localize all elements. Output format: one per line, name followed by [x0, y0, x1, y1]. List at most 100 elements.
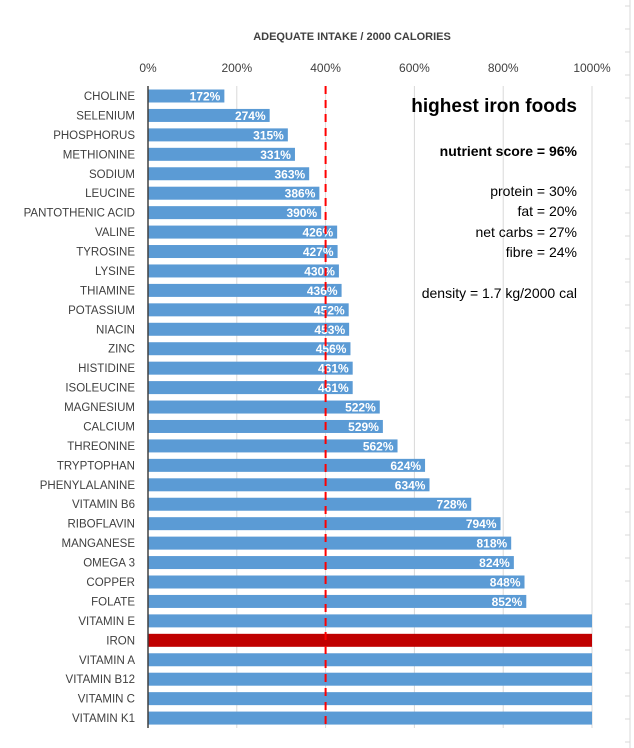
data-label: 453% [314, 323, 345, 337]
category-label: LEUCINE [85, 188, 135, 200]
bar-copper [148, 575, 525, 589]
bar-phosphorus [148, 128, 288, 142]
bar-valine [148, 225, 338, 239]
bar-tryptophan [148, 458, 426, 472]
x-tick-label: 600% [399, 61, 430, 75]
data-label: 456% [316, 342, 347, 356]
data-label: 529% [348, 420, 379, 434]
category-label: OMEGA 3 [83, 558, 135, 570]
category-label: TYROSINE [76, 247, 135, 259]
data-label: 794% [466, 517, 497, 531]
bar-choline [148, 89, 225, 103]
bar-potassium [148, 303, 349, 317]
category-label: SODIUM [89, 169, 135, 181]
bar-lysine [148, 264, 339, 278]
data-label: 427% [303, 245, 334, 259]
bar-isoleucine [148, 381, 353, 395]
x-tick-label: 1000% [573, 61, 611, 75]
bar-vitamin-b6 [148, 497, 472, 511]
category-label: POTASSIUM [68, 305, 135, 317]
category-label: PHOSPHORUS [53, 130, 135, 142]
data-label: 430% [304, 264, 335, 278]
x-tick-label: 200% [221, 61, 252, 75]
category-label: FOLATE [91, 596, 135, 608]
x-tick-label: 800% [488, 61, 519, 75]
data-label: 436% [307, 284, 338, 298]
data-label: 172% [190, 90, 221, 104]
category-label: MAGNESIUM [64, 402, 135, 414]
bar-vitamin-b12 [148, 672, 592, 686]
bar-leucine [148, 186, 320, 200]
category-label: TRYPTOPHAN [57, 460, 135, 472]
bar-selenium [148, 108, 270, 122]
data-label: 426% [302, 226, 333, 240]
data-label: 315% [253, 128, 284, 142]
category-label: CHOLINE [84, 91, 135, 103]
category-label: NIACIN [96, 324, 135, 336]
data-label: 274% [235, 109, 266, 123]
data-label: 562% [363, 439, 394, 453]
annotation-score: nutrient score = 96% [439, 143, 577, 159]
annotation-carbs: net carbs = 27% [475, 224, 577, 240]
category-label: ZINC [108, 344, 135, 356]
bar-zinc [148, 342, 351, 356]
bar-vitamin-e [148, 614, 592, 628]
category-label: LYSINE [95, 266, 135, 278]
bar-magnesium [148, 400, 380, 414]
annotation-fat: fat = 20% [517, 203, 577, 219]
bar-sodium [148, 167, 310, 181]
data-label: 624% [390, 459, 421, 473]
bar-iron [148, 633, 592, 647]
category-label: CALCIUM [83, 421, 135, 433]
category-label: PHENYLALANINE [40, 480, 136, 492]
category-label: IRON [106, 635, 135, 647]
data-label: 848% [490, 576, 521, 590]
category-label: ISOLEUCINE [65, 383, 135, 395]
data-label: 522% [345, 401, 376, 415]
data-label: 818% [476, 537, 507, 551]
category-label: VITAMIN B6 [72, 499, 135, 511]
data-label: 461% [318, 381, 349, 395]
data-label: 461% [318, 362, 349, 376]
category-label: RIBOFLAVIN [67, 519, 135, 531]
category-label: METHIONINE [63, 149, 136, 161]
bar-vitamin-c [148, 692, 592, 706]
category-label: MANGANESE [62, 538, 136, 550]
bar-vitamin-a [148, 653, 592, 667]
data-label: 390% [286, 206, 317, 220]
data-label: 386% [285, 187, 316, 201]
category-label: VALINE [95, 227, 135, 239]
category-label: SELENIUM [76, 110, 135, 122]
category-label: PANTOTHENIC ACID [24, 208, 135, 220]
bar-niacin [148, 322, 350, 336]
bar-phenylalanine [148, 478, 430, 492]
bar-thiamine [148, 283, 342, 297]
category-label: VITAMIN K1 [72, 713, 135, 725]
data-label: 728% [437, 498, 468, 512]
annotation-heading: highest iron foods [411, 96, 577, 117]
bar-calcium [148, 419, 383, 433]
bar-riboflavin [148, 517, 501, 531]
category-label: VITAMIN B12 [66, 674, 135, 686]
category-label: VITAMIN E [78, 616, 135, 628]
category-label: HISTIDINE [78, 363, 135, 375]
bar-methionine [148, 147, 295, 161]
x-tick-label: 0% [139, 61, 157, 75]
bar-manganese [148, 536, 512, 550]
annotation-fibre: fibre = 24% [505, 244, 577, 260]
bar-vitamin-k1 [148, 711, 592, 725]
bar-pantothenic-acid [148, 206, 322, 220]
category-label: THREONINE [67, 441, 135, 453]
category-label: VITAMIN A [79, 655, 135, 667]
chart-title: ADEQUATE INTAKE / 2000 CALORIES [253, 31, 451, 43]
data-label: 331% [260, 148, 291, 162]
category-label: THIAMINE [80, 285, 135, 297]
data-label: 363% [274, 167, 305, 181]
bar-threonine [148, 439, 398, 453]
data-label: 852% [492, 595, 523, 609]
data-label: 452% [314, 303, 345, 317]
annotation-density: density = 1.7 kg/2000 cal [421, 285, 577, 301]
data-label: 634% [395, 478, 426, 492]
